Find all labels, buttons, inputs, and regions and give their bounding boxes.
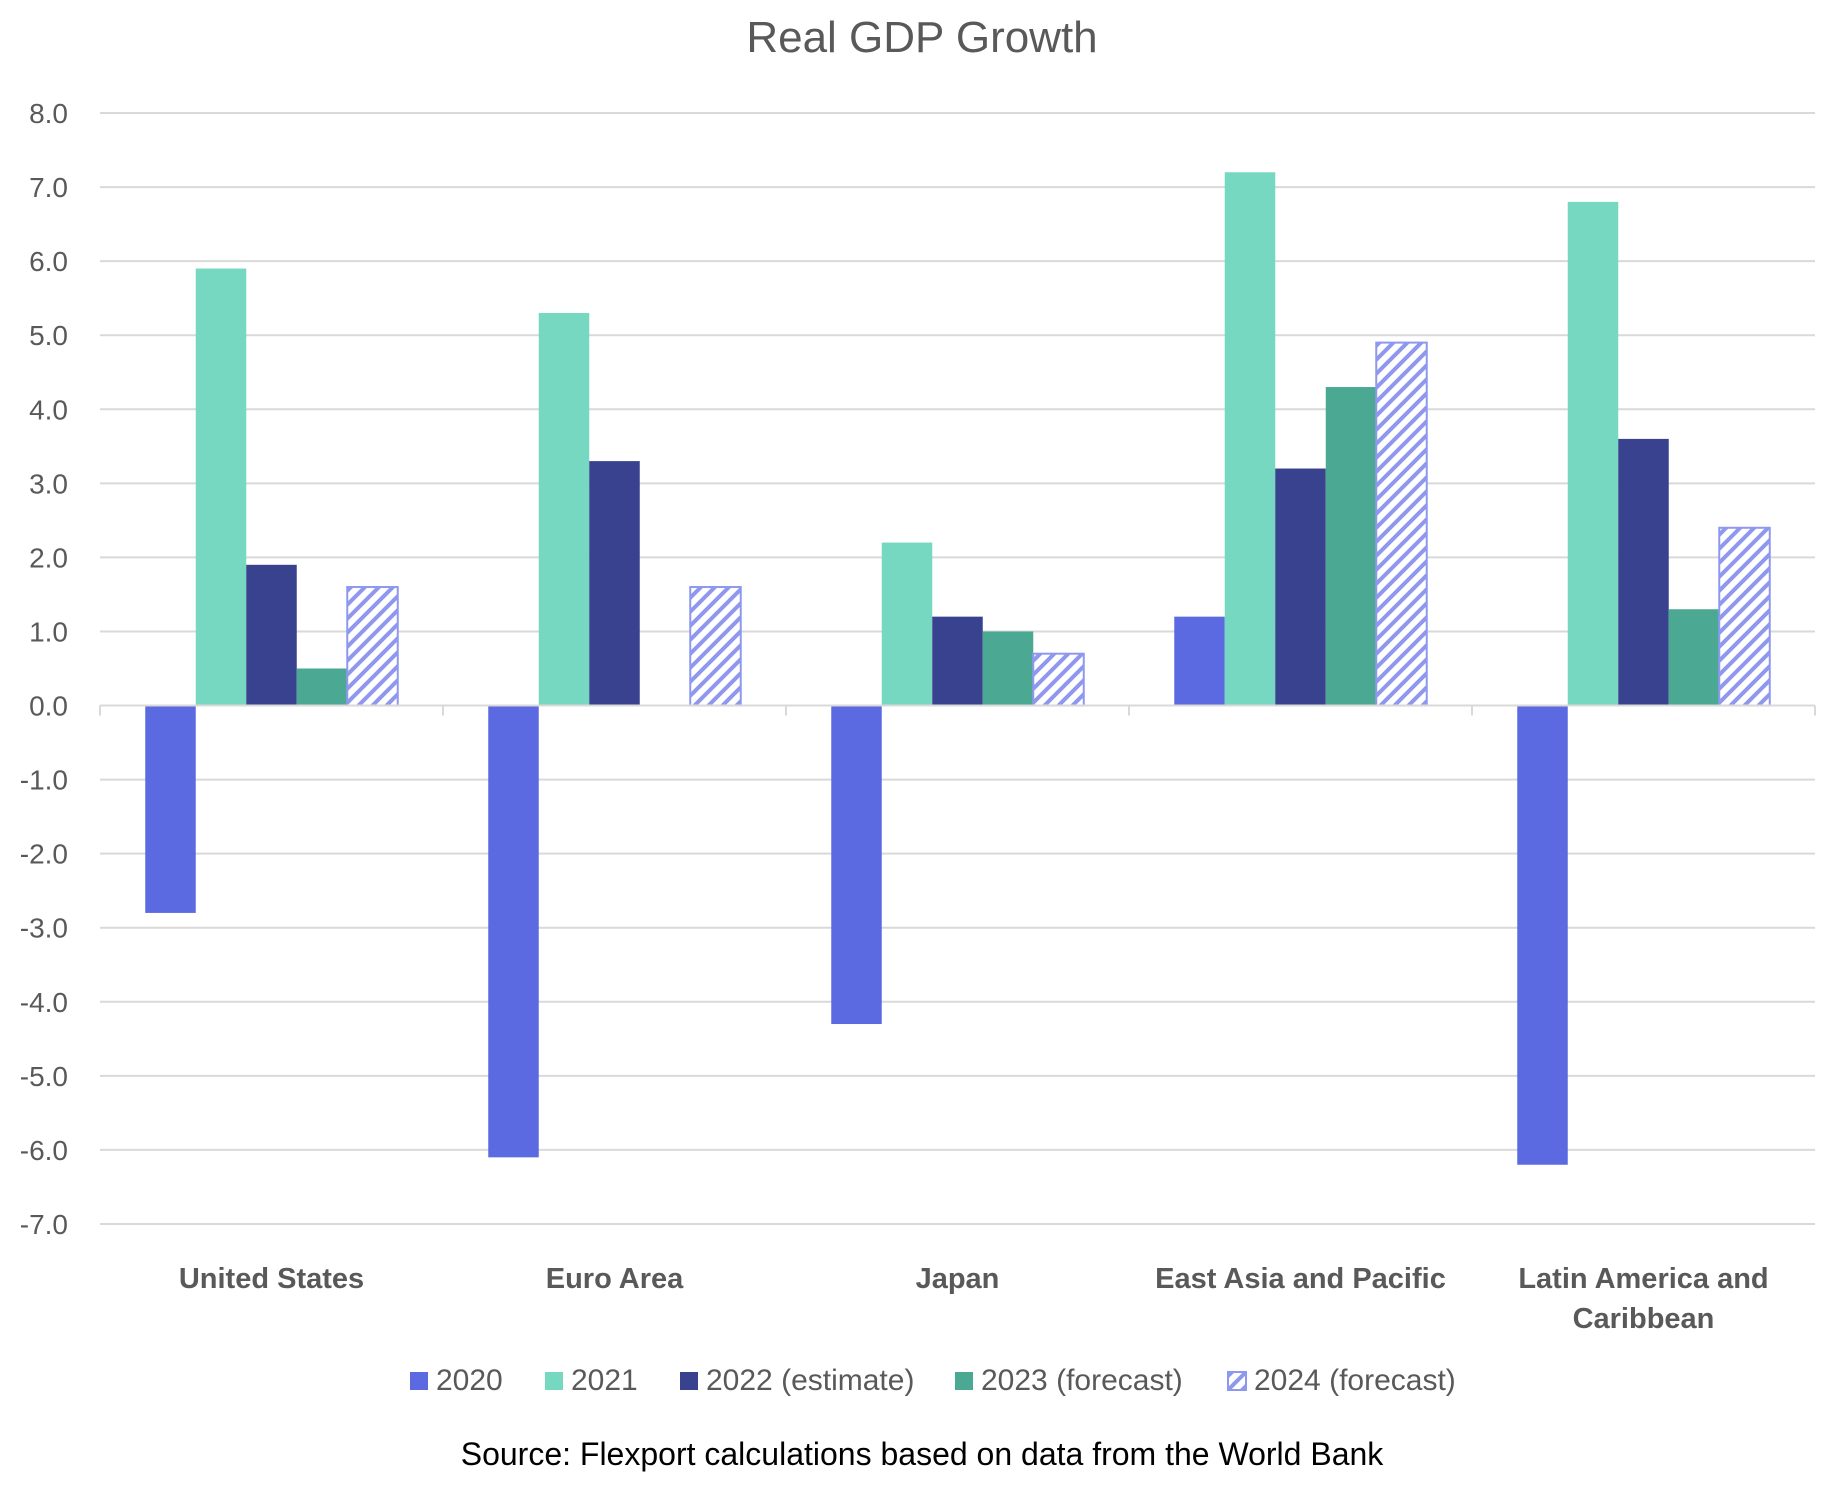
bar-2024-forecast-cat-4 [1718,526,1771,707]
source-note: Source: Flexport calculations based on d… [461,1436,1385,1472]
legend-label: 2022 (estimate) [706,1364,914,1397]
y-tick-label: 3.0 [29,468,68,499]
y-tick-label: 6.0 [29,246,68,277]
bar-2020-cat-4 [1517,705,1568,1165]
bar-2022-estimate-cat-2 [932,616,983,706]
bar-2021-cat-0 [195,268,247,706]
legend-label: 2024 (forecast) [1254,1364,1456,1397]
y-axis-ticks: 8.0 7.0 6.0 5.0 4.0 3.0 2.0 1.0 0.0 -1.0 -2.0 -3.0 -… [20,98,68,1240]
legend-label: 2021 [571,1364,638,1397]
bars [145,172,1771,1165]
x-axis [99,704,1816,716]
y-tick-label: 8.0 [29,98,68,129]
bar-2021-cat-2 [881,542,933,706]
y-tick-label: -2.0 [20,839,68,870]
legend-label: 2023 (forecast) [981,1364,1183,1397]
category-label: United States [179,1263,364,1295]
y-tick-label: 1.0 [29,616,68,647]
bar-2020-cat-1 [488,705,539,1158]
bar-2022-estimate-cat-0 [246,564,297,706]
bar-2024-forecast-cat-3 [1375,341,1428,707]
category-label: East Asia and Pacific [1155,1263,1446,1295]
bar-2023-forecast-cat-4 [1668,609,1720,706]
bar-2020-cat-0 [145,705,196,913]
y-tick-label: -6.0 [20,1135,68,1166]
chart-title: Real GDP Growth [746,13,1097,62]
y-tick-label: 4.0 [29,394,68,425]
bar-2021-cat-1 [538,312,590,706]
y-tick-label: 2.0 [29,542,68,573]
y-tick-label: -5.0 [20,1061,68,1092]
y-tick-label: 5.0 [29,320,68,351]
bar-2023-forecast-cat-0 [296,668,348,706]
bar-2024-forecast-cat-1 [689,586,742,707]
category-label: Euro Area [546,1263,684,1295]
legend-swatch [955,1372,973,1390]
y-tick-label: -7.0 [20,1209,68,1240]
y-tick-label: 0.0 [29,691,68,722]
category-label: Latin America and [1518,1263,1768,1295]
bar-2021-cat-4 [1567,201,1619,706]
bar-2022-estimate-cat-1 [589,461,640,706]
bar-2021-cat-3 [1224,172,1276,706]
y-tick-label: -4.0 [20,987,68,1018]
category-label: Japan [916,1263,1000,1295]
bar-2024-forecast-cat-0 [346,586,399,707]
bar-2022-estimate-cat-3 [1275,468,1326,706]
category-labels: United States Euro Area Japan East Asia and… [179,1263,1769,1335]
y-tick-label: 7.0 [29,172,68,203]
bar-2023-forecast-cat-3 [1325,387,1377,706]
bar-2020-cat-3 [1174,616,1225,706]
legend: 2020 2021 2022 (estimate) 2023 (forecast) 20… [410,1364,1456,1397]
legend-label: 2020 [436,1364,503,1397]
bar-2020-cat-2 [831,705,882,1025]
bar-2023-forecast-cat-2 [982,631,1034,706]
legend-swatch [410,1372,428,1390]
legend-swatch [680,1372,698,1390]
y-tick-label: -3.0 [20,913,68,944]
bar-2022-estimate-cat-4 [1618,438,1669,706]
y-tick-label: -1.0 [20,765,68,796]
category-label: Caribbean [1573,1303,1715,1335]
legend-swatch [1227,1371,1247,1391]
legend-swatch [545,1372,563,1390]
bar-2024-forecast-cat-2 [1032,652,1085,707]
